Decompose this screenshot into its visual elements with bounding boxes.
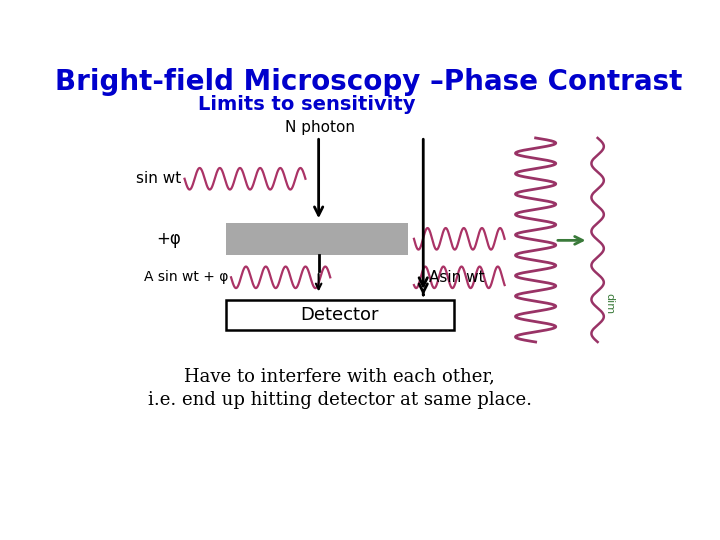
Text: sin wt: sin wt — [136, 171, 181, 186]
Text: A sin wt + φ: A sin wt + φ — [143, 271, 228, 285]
Text: Bright-field Microscopy –Phase Contrast: Bright-field Microscopy –Phase Contrast — [55, 68, 683, 96]
Text: Limits to sensitivity: Limits to sensitivity — [198, 96, 415, 114]
Text: i.e. end up hitting detector at same place.: i.e. end up hitting detector at same pla… — [148, 391, 531, 409]
Bar — [225, 222, 408, 255]
Text: N photon: N photon — [285, 120, 355, 136]
Text: dim: dim — [604, 293, 614, 314]
Text: Have to interfere with each other,: Have to interfere with each other, — [184, 368, 495, 386]
Text: Asin wt: Asin wt — [429, 270, 485, 285]
Text: Detector: Detector — [300, 306, 379, 324]
Text: +φ: +φ — [157, 230, 181, 248]
Bar — [225, 300, 454, 330]
